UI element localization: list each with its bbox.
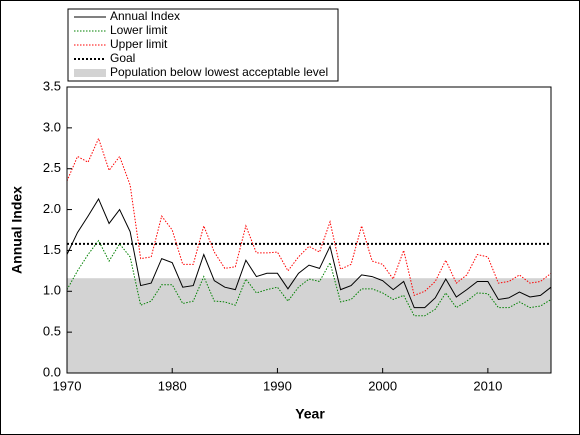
y-tick-label: 0.5 xyxy=(43,324,61,339)
series-line xyxy=(66,239,552,317)
x-tick-label: 2010 xyxy=(473,378,502,393)
legend-box xyxy=(67,8,339,82)
y-tick-label: 2.0 xyxy=(43,201,61,216)
shaded-region xyxy=(67,278,551,373)
y-tick-label: 3.0 xyxy=(43,119,61,134)
legend-label: Upper limit xyxy=(110,37,168,51)
legend-label: Annual Index xyxy=(110,9,180,23)
plot-frame xyxy=(66,86,552,374)
y-tick-label: 2.5 xyxy=(43,160,61,175)
legend-label: Lower limit xyxy=(110,23,168,37)
y-axis-label: Annual Index xyxy=(9,186,25,274)
x-tick-label: 1980 xyxy=(158,378,187,393)
x-tick-label: 1990 xyxy=(263,378,292,393)
y-tick-label: 1.5 xyxy=(43,242,61,257)
x-axis-label: Year xyxy=(295,406,325,422)
y-tick-label: 3.5 xyxy=(43,78,61,93)
legend-label: Goal xyxy=(110,51,135,65)
x-tick-label: 2000 xyxy=(368,378,397,393)
legend-swatch xyxy=(74,69,106,77)
y-tick-label: 0.0 xyxy=(43,364,61,379)
series-line xyxy=(66,137,552,297)
x-tick-label: 1970 xyxy=(53,378,82,393)
y-tick-label: 1.0 xyxy=(43,283,61,298)
legend-label: Population below lowest acceptable level xyxy=(110,65,328,79)
series-line xyxy=(66,197,552,309)
